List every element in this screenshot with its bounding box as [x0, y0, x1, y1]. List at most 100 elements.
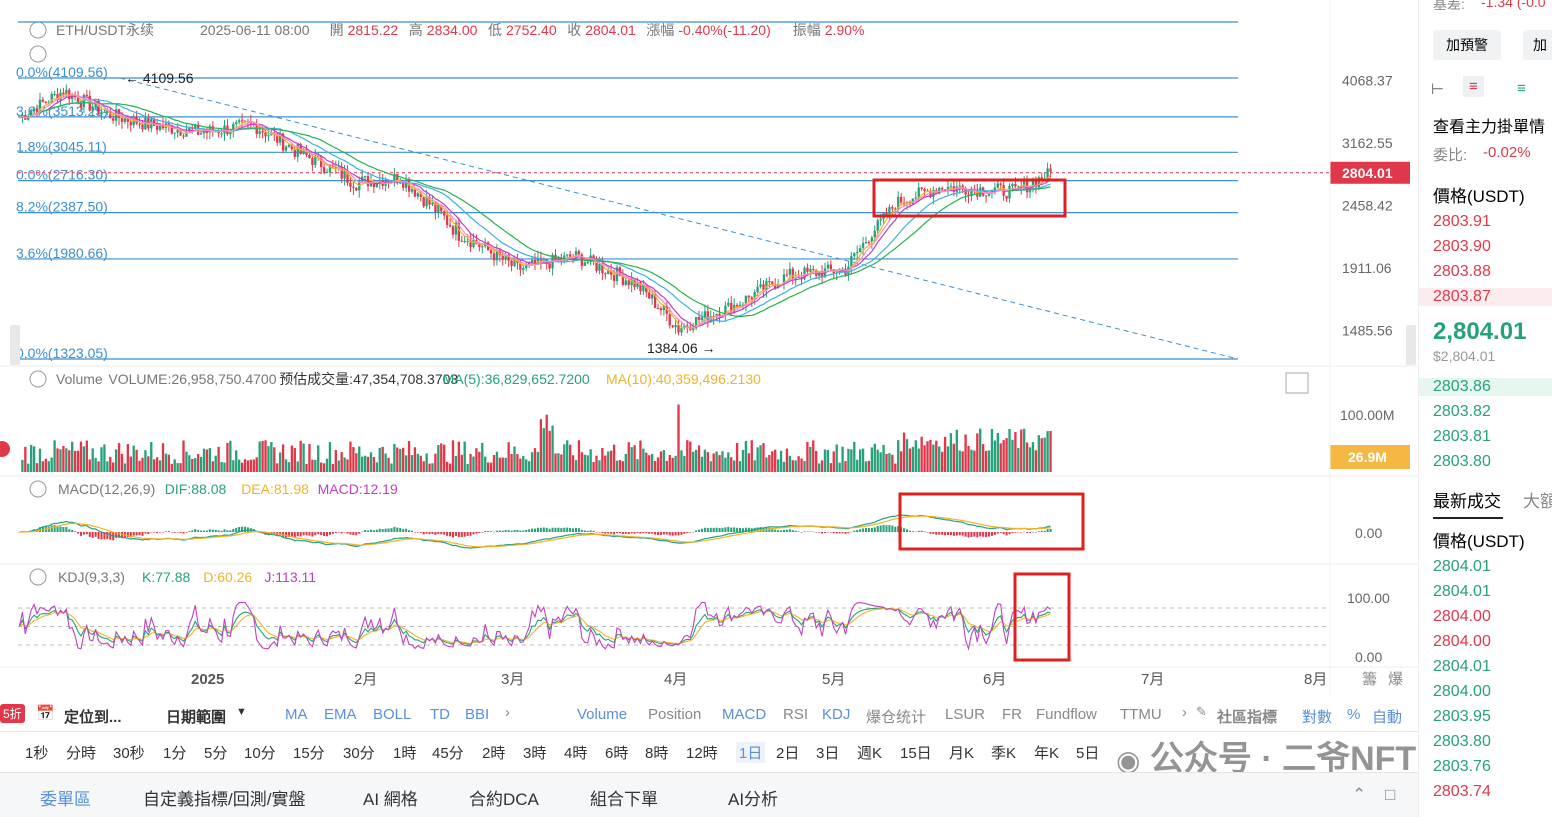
timeframe-button[interactable]: 5日: [1076, 745, 1100, 762]
auto-scale-toggle[interactable]: 自動: [1372, 709, 1403, 726]
macd-bar: [164, 531, 167, 532]
depth-title[interactable]: 查看主力掛單情: [1433, 119, 1546, 136]
timeframe-button[interactable]: 季K: [991, 745, 1017, 762]
timeframe-button[interactable]: 月K: [949, 745, 975, 762]
main-indicator-button[interactable]: EMA: [324, 706, 357, 723]
collapse-toggle-icon[interactable]: [29, 370, 47, 388]
macd-bar: [314, 532, 317, 536]
macd-bar: [504, 530, 507, 532]
volume-bar: [788, 455, 792, 472]
macd-bar: [560, 528, 563, 532]
left-collapse-handle[interactable]: [10, 325, 20, 365]
collapse-toggle-icon[interactable]: [29, 480, 47, 498]
timeframe-button[interactable]: 5分: [204, 745, 228, 762]
bottom-tab[interactable]: 自定義指標/回測/實盤: [143, 790, 306, 809]
collapse-icon[interactable]: ⌃: [1352, 785, 1367, 804]
bottom-tab[interactable]: AI分析: [728, 790, 779, 809]
add-button[interactable]: 加: [1523, 30, 1552, 60]
sub-indicator-button[interactable]: LSUR: [945, 706, 986, 723]
community-indicators-link[interactable]: 社區指標: [1217, 709, 1278, 726]
volume-bar: [264, 440, 267, 472]
main-indicator-button[interactable]: BOLL: [373, 706, 412, 723]
fullscreen-icon[interactable]: [1285, 372, 1309, 394]
candle: [112, 118, 115, 121]
orderbook-bid-icon[interactable]: ≡: [1517, 80, 1526, 97]
timeframe-button[interactable]: 1秒: [25, 745, 49, 762]
timeframe-button[interactable]: 3日: [816, 745, 840, 762]
locate-button[interactable]: 定位到...: [64, 709, 122, 726]
add-alert-button[interactable]: 加預警: [1433, 30, 1501, 60]
percent-scale-toggle[interactable]: %: [1347, 706, 1361, 723]
volume-bar: [425, 453, 428, 472]
macd-bar: [917, 530, 920, 532]
tab-large-trades[interactable]: 大額: [1523, 492, 1552, 511]
candle: [586, 262, 589, 264]
volume-bar: [179, 463, 182, 472]
calendar-icon[interactable]: 📅: [36, 705, 55, 722]
timeframe-button[interactable]: 1時: [393, 745, 417, 762]
sub-indicator-button[interactable]: 爆仓统计: [866, 709, 927, 726]
chevron-right-icon[interactable]: ›: [1182, 704, 1187, 721]
main-indicator-button[interactable]: MA: [285, 706, 308, 723]
macd-bar: [996, 532, 999, 534]
sub-indicator-button[interactable]: Volume: [577, 706, 628, 723]
timeframe-button[interactable]: 分時: [66, 745, 97, 762]
timeframe-button[interactable]: 15分: [293, 745, 325, 762]
main-indicator-button[interactable]: TD: [430, 706, 450, 723]
sub-indicator-button[interactable]: MACD: [722, 706, 767, 723]
bottom-tab[interactable]: 組合下單: [590, 790, 658, 809]
edit-icon[interactable]: ✎: [1196, 704, 1207, 719]
timeframe-button[interactable]: 1分: [163, 745, 187, 762]
macd-bar: [618, 532, 621, 534]
timeframe-button[interactable]: 45分: [432, 745, 464, 762]
timeframe-button[interactable]: 8時: [645, 745, 669, 762]
timeframe-button[interactable]: 週K: [857, 745, 883, 762]
timeframe-button[interactable]: 15日: [900, 745, 932, 762]
macd-bar: [109, 532, 112, 540]
timeframe-button[interactable]: 年K: [1034, 745, 1060, 762]
orderbook-both-icon[interactable]: ⊢: [1431, 81, 1445, 98]
orderbook-ask-icon[interactable]: ≡: [1463, 76, 1484, 97]
collapse-toggle-icon[interactable]: [29, 21, 47, 39]
chart-canvas[interactable]: ETH/USDT永续 2025-06-11 08:00 開 2815.22 高 2834.…: [0, 0, 1418, 772]
chevron-right-icon[interactable]: ›: [505, 704, 510, 721]
timeframe-button[interactable]: 30分: [343, 745, 375, 762]
candle: [182, 135, 185, 137]
sub-indicator-button[interactable]: KDJ: [822, 706, 851, 723]
candle: [853, 253, 856, 257]
log-scale-toggle[interactable]: 對數: [1302, 709, 1333, 726]
tab-latest-trades[interactable]: 最新成交: [1433, 492, 1501, 511]
right-collapse-handle[interactable]: [1406, 325, 1416, 365]
timeframe-button[interactable]: 2日: [776, 745, 800, 762]
date-range-button[interactable]: 日期範圍: [166, 709, 227, 726]
sub-indicator-button[interactable]: RSI: [783, 706, 809, 723]
bottom-tab[interactable]: 合約DCA: [469, 790, 539, 809]
collapse-toggle-icon[interactable]: [29, 568, 47, 586]
bottom-tab[interactable]: AI 網格: [363, 790, 418, 809]
timeframe-button[interactable]: 10分: [244, 745, 276, 762]
timeframe-button[interactable]: 1日: [736, 742, 766, 763]
volume-bar: [835, 444, 838, 472]
bottom-tab[interactable]: 委單區: [40, 790, 91, 809]
timeframe-button[interactable]: 6時: [605, 745, 629, 762]
volume-bar: [284, 459, 288, 472]
macd-bar: [1034, 532, 1037, 533]
sub-indicator-button[interactable]: FR: [1002, 706, 1022, 723]
volume-bar: [554, 453, 557, 472]
sub-indicator-button[interactable]: Fundflow: [1036, 706, 1097, 723]
timeframe-button[interactable]: 3時: [523, 745, 547, 762]
timeframe-button[interactable]: 12時: [686, 745, 718, 762]
candle: [674, 324, 677, 328]
discount-badge[interactable]: 5折: [0, 704, 25, 723]
candle: [630, 278, 633, 286]
timeframe-button[interactable]: 4時: [564, 745, 588, 762]
main-indicator-button[interactable]: BBI: [465, 706, 490, 723]
volume-bar: [744, 440, 748, 472]
macd-bar: [346, 532, 349, 534]
sub-indicator-button[interactable]: TTMU: [1120, 706, 1162, 723]
timeframe-button[interactable]: 30秒: [113, 745, 145, 762]
sub-indicator-button[interactable]: Position: [648, 706, 702, 723]
expand-icon[interactable]: □: [1385, 785, 1396, 804]
settings-toggle-icon[interactable]: [29, 45, 47, 63]
timeframe-button[interactable]: 2時: [482, 745, 506, 762]
